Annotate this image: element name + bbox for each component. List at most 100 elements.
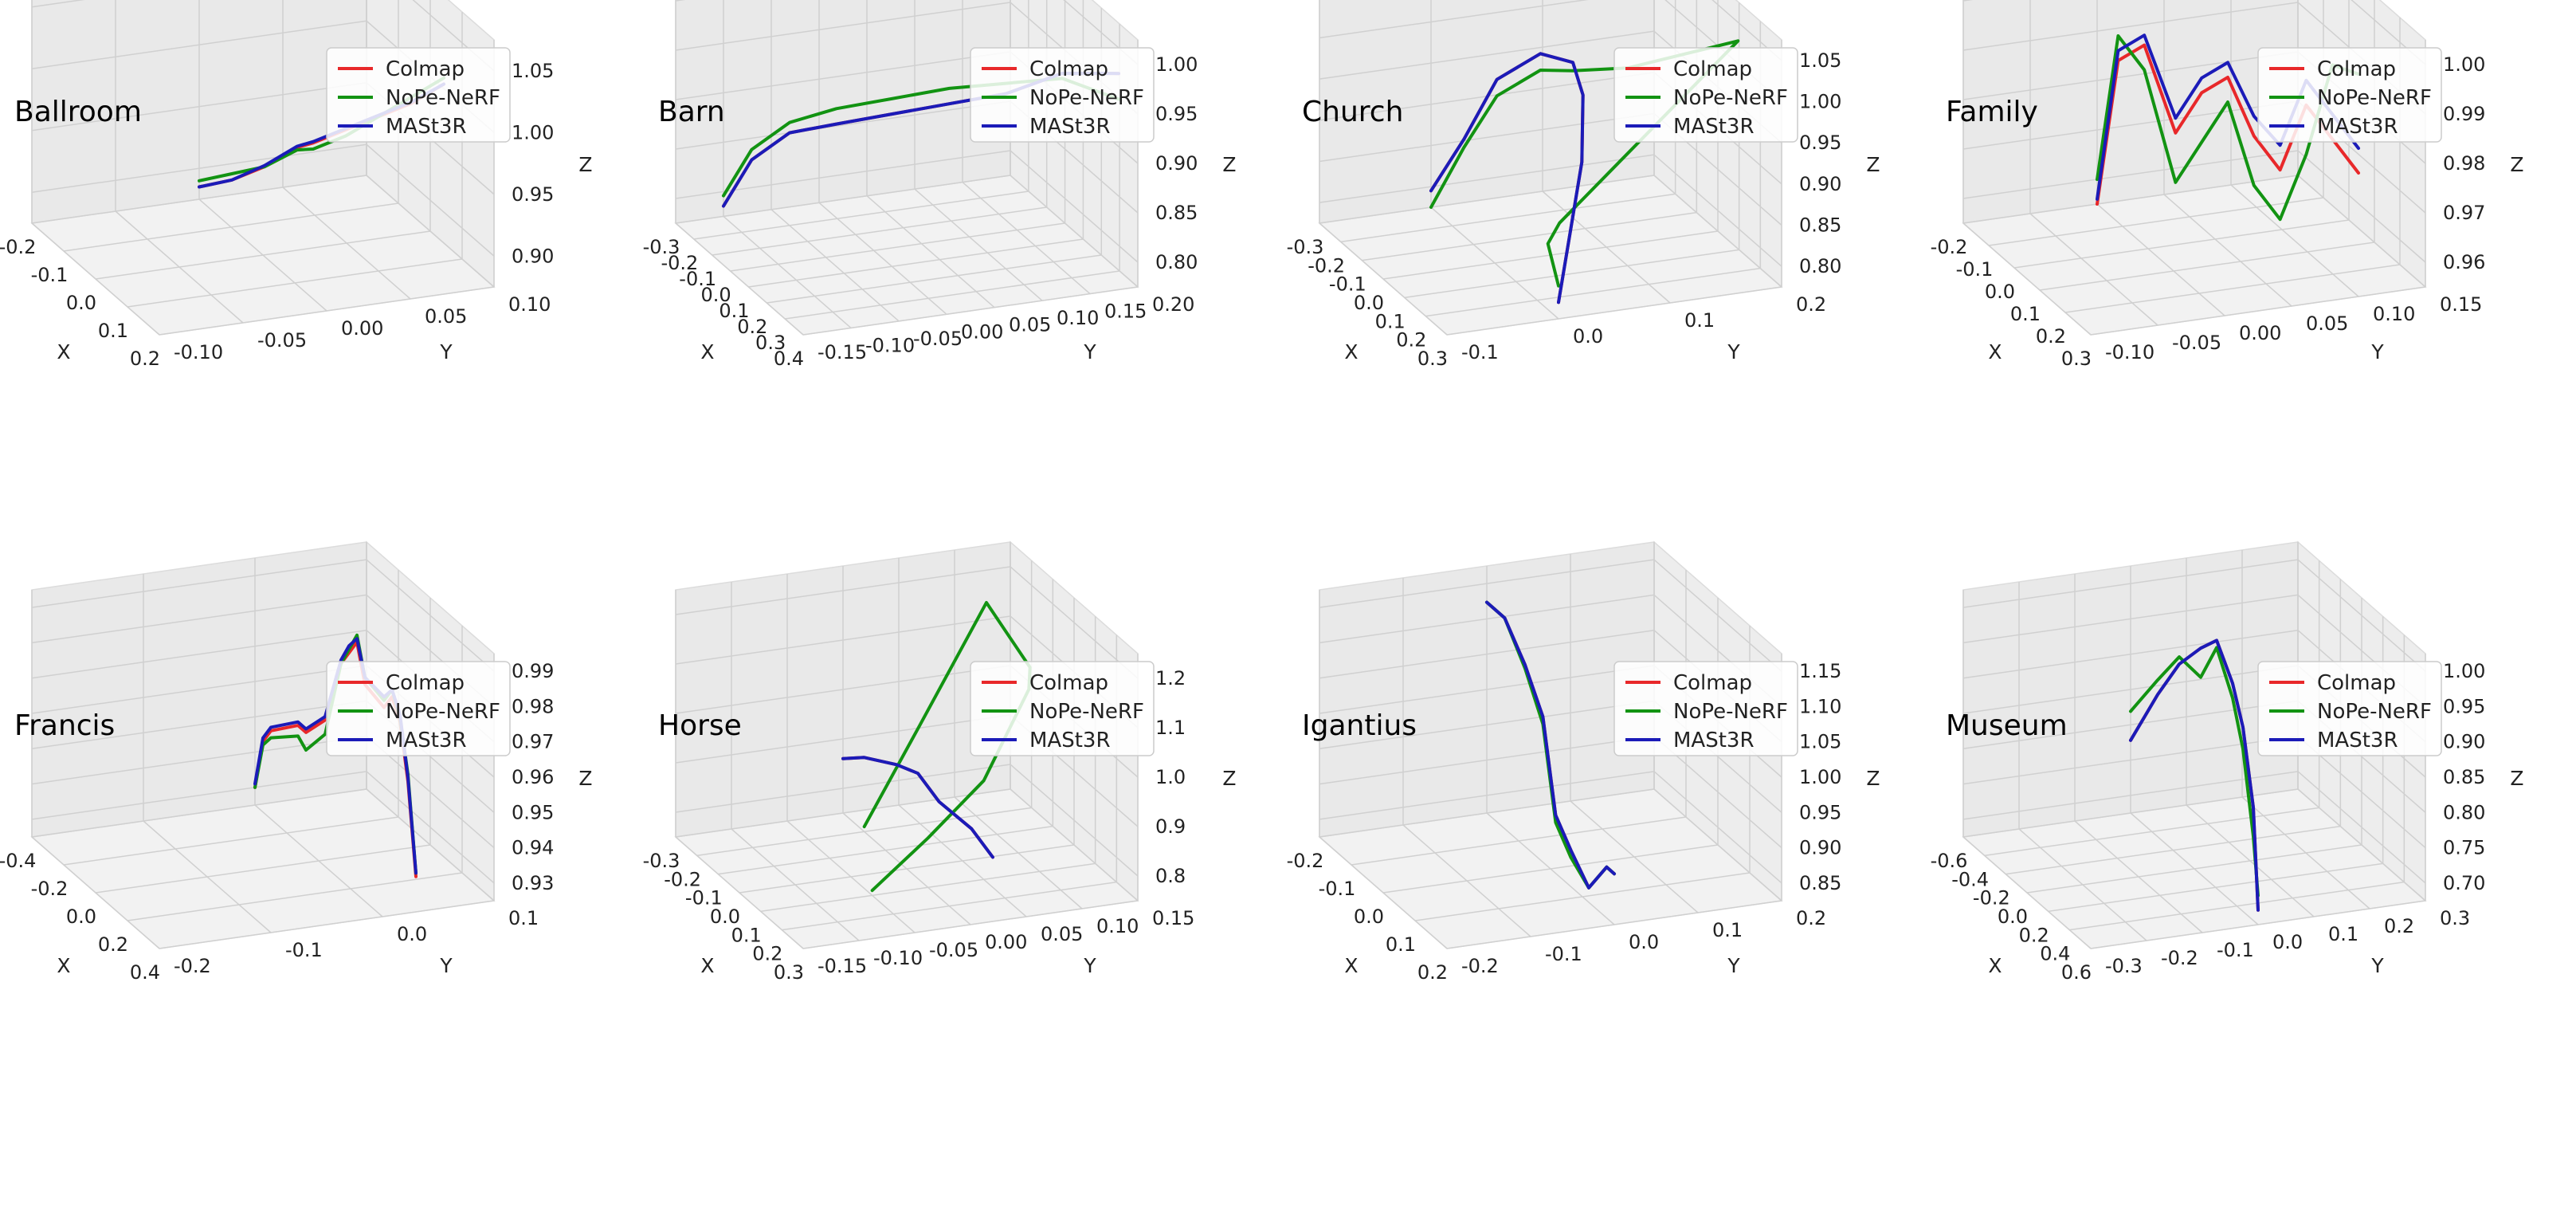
y-tick-label: 0.10 (1096, 915, 1139, 937)
legend-box (970, 661, 1155, 756)
grid-line (786, 820, 916, 933)
grid-line (1010, 150, 1139, 263)
series-line-nope-nerf (1429, 39, 1740, 288)
y-tick-label: -0.1 (2217, 939, 2254, 961)
x-tick-label: 0.2 (737, 316, 767, 338)
z-tick-label: 0.75 (2443, 837, 2485, 859)
x-tick-label: -0.2 (661, 252, 698, 274)
grid-line (1010, 175, 1139, 288)
z-tick-label: 1.00 (512, 121, 554, 143)
x-tick-label: 0.0 (710, 905, 740, 928)
grid-line (31, 788, 367, 838)
x-tick-label: 0.2 (1417, 961, 1448, 984)
grid-line (1962, 175, 2299, 224)
x-tick-label: -0.1 (685, 887, 723, 909)
grid-line (1402, 824, 1531, 937)
grid-line (1962, 51, 2299, 100)
y-tick-label: 0.05 (1041, 923, 1083, 945)
legend-label: NoPe-NeRF (1673, 86, 1788, 110)
x-tick-label: -0.1 (1319, 878, 1356, 900)
y-tick-label: -0.05 (257, 329, 307, 352)
x-tick-label: 0.0 (1354, 905, 1384, 928)
grid-line (2241, 796, 2370, 909)
grid-line (366, 559, 495, 672)
x-tick-label: -0.2 (0, 236, 36, 258)
x-tick-label: 0.0 (700, 284, 731, 306)
x-tick-label: -0.3 (643, 850, 680, 872)
z-tick-label: 0.95 (1155, 103, 1198, 125)
y-axis-label: Y (1727, 954, 1740, 977)
x-tick-label: 0.0 (1354, 292, 1384, 314)
panel-title: Barn (658, 96, 725, 128)
y-tick-label: -0.1 (1461, 341, 1499, 363)
y-tick-label: -0.15 (817, 341, 867, 363)
legend-label: Colmap (1673, 671, 1752, 695)
x-tick-label: 0.2 (1396, 329, 1426, 352)
series-line-mast3r (2129, 638, 2260, 912)
x-tick-label: -0.6 (1931, 850, 1968, 872)
z-axis-label: Z (2510, 153, 2523, 176)
x-tick-label: 0.2 (130, 348, 160, 370)
panel-title: Horse (658, 709, 742, 742)
y-tick-label: 0.00 (341, 317, 383, 340)
legend-label: NoPe-NeRF (386, 86, 500, 110)
grid-line (2351, 0, 2426, 65)
x-tick-label: -0.3 (1287, 236, 1324, 258)
grid-line (1962, 594, 2299, 644)
x-tick-label: -0.2 (664, 868, 701, 890)
grid-line (1063, 0, 1139, 65)
y-tick-label: -0.1 (285, 939, 323, 961)
y-tick-label: -0.1 (1545, 943, 1582, 965)
y-tick-label: 0.1 (2328, 923, 2358, 945)
x-tick-label: 0.1 (98, 320, 128, 342)
legend-label: MASt3R (2317, 115, 2398, 139)
y-tick-label: 0.0 (1573, 325, 1603, 348)
z-axis-label: Z (1222, 767, 1236, 790)
panel-family: -0.2-0.10.00.10.20.3 -0.10 -0.05 0.00 0.05 0.… (1931, 0, 2524, 370)
grid-line (1319, 735, 1655, 785)
grid-line (143, 820, 272, 933)
x-tick-label: 0.6 (2061, 961, 2092, 984)
z-tick-label: 0.85 (2443, 766, 2485, 788)
y-axis-label: Y (2370, 340, 2384, 363)
grid-line (1653, 559, 1782, 672)
z-tick-label: 0.99 (2443, 103, 2485, 125)
x-tick-label: 0.4 (2040, 943, 2070, 965)
legend-box (2257, 661, 2442, 756)
grid-line (675, 175, 1011, 224)
grid-line (2018, 828, 2147, 941)
grid-line (1425, 267, 1761, 317)
x-tick-label: -0.4 (1951, 868, 1989, 890)
y-axis-label: Y (439, 340, 453, 363)
grid-line (730, 222, 1065, 272)
z-tick-label: 0.90 (1799, 173, 1841, 195)
grid-line (1962, 665, 2299, 714)
legend-label: Colmap (2317, 671, 2396, 695)
x-tick-label: 0.1 (1375, 310, 1406, 332)
grid-line (282, 187, 411, 300)
grid-line (748, 238, 1084, 288)
z-tick-label: 0.80 (2443, 801, 2485, 823)
grid-line (1962, 700, 2299, 750)
grid-line (2029, 213, 2158, 326)
grid-line (2130, 812, 2259, 925)
y-tick-label: 0.05 (425, 305, 467, 328)
grid-line (1319, 629, 1655, 679)
z-tick-label: 1.05 (1799, 49, 1841, 72)
y-tick-label: -0.15 (817, 955, 867, 977)
legend-label: NoPe-NeRF (2317, 700, 2432, 724)
x-tick-label: 0.4 (130, 961, 160, 984)
grid-line (1319, 665, 1655, 714)
z-tick-label: 1.2 (1155, 667, 1186, 689)
z-tick-label: 0.98 (512, 695, 554, 717)
grid-line (954, 796, 1083, 909)
y-tick-label: 0.1 (1684, 309, 1715, 332)
x-tick-label: 0.0 (66, 292, 96, 314)
grid-line (1319, 700, 1655, 750)
grid-line (1010, 566, 1139, 679)
grid-line (1653, 175, 1782, 288)
x-axis-label: X (57, 340, 70, 363)
grid-line (1430, 206, 1559, 320)
legend-label: Colmap (386, 671, 465, 695)
grid-line (366, 143, 495, 257)
